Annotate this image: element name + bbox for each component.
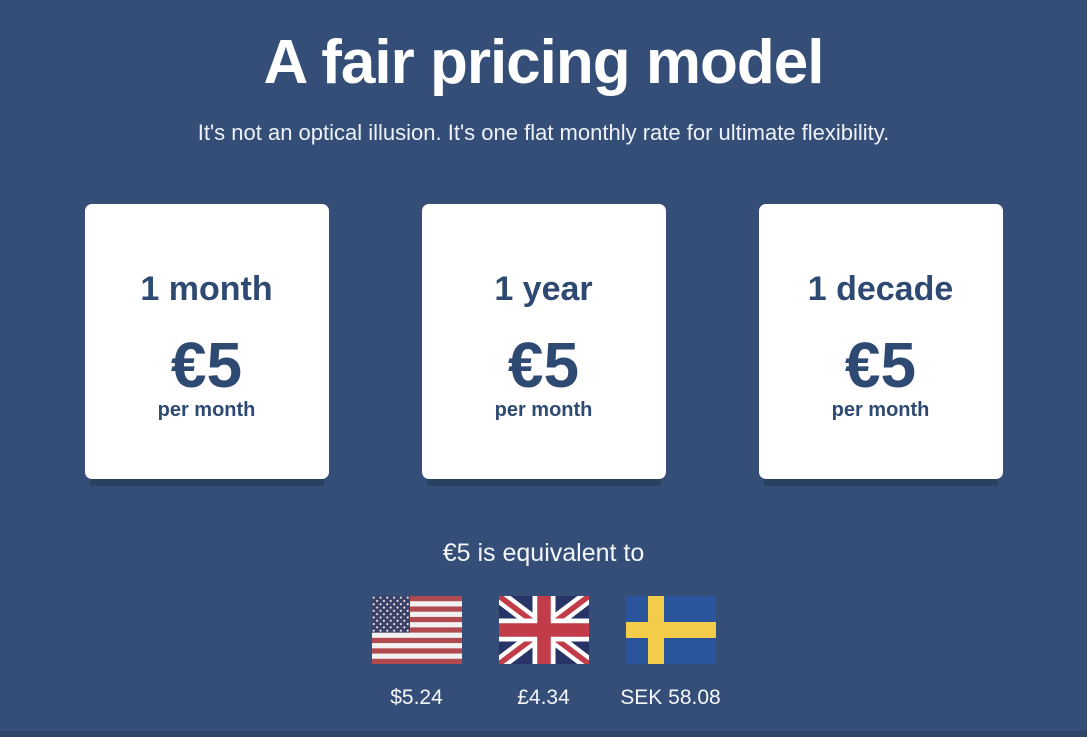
plan-name: 1 year <box>494 269 593 308</box>
pricing-card-1-month[interactable]: 1 month €5 per month <box>84 203 329 479</box>
plan-name: 1 month <box>140 269 273 308</box>
sweden-flag-icon <box>625 595 716 664</box>
pricing-card-1-decade[interactable]: 1 decade €5 per month <box>758 203 1003 479</box>
plan-period: per month <box>157 398 256 421</box>
pricing-card-1-year[interactable]: 1 year €5 per month <box>421 203 666 479</box>
plan-price: €5 <box>507 328 580 401</box>
gbp-amount: £4.34 <box>517 685 570 709</box>
page-title: A fair pricing model <box>263 28 825 97</box>
plan-period: per month <box>831 398 930 421</box>
uk-flag-icon <box>498 595 589 664</box>
currency-usd: $5.24 <box>371 595 462 710</box>
sek-amount: SEK 58.08 <box>620 685 721 709</box>
currency-gbp: £4.34 <box>498 595 589 710</box>
page-subtitle: It's not an optical illusion. It's one f… <box>197 119 890 145</box>
pricing-cards-row: 1 month €5 per month 1 year €5 per month… <box>0 203 1087 479</box>
us-flag-icon <box>371 595 462 664</box>
plan-period: per month <box>494 398 593 421</box>
plan-price: €5 <box>844 328 917 401</box>
hero-section: A fair pricing model It's not an optical… <box>0 0 1087 146</box>
currency-equivalents-row: $5.24 £4.34 SEK 58.08 <box>0 595 1087 710</box>
plan-name: 1 decade <box>807 269 954 308</box>
currency-sek: SEK 58.08 <box>620 595 721 710</box>
usd-amount: $5.24 <box>390 685 443 709</box>
footer-divider <box>0 731 1087 737</box>
equivalence-heading: €5 is equivalent to <box>442 538 645 567</box>
plan-price: €5 <box>170 328 243 401</box>
